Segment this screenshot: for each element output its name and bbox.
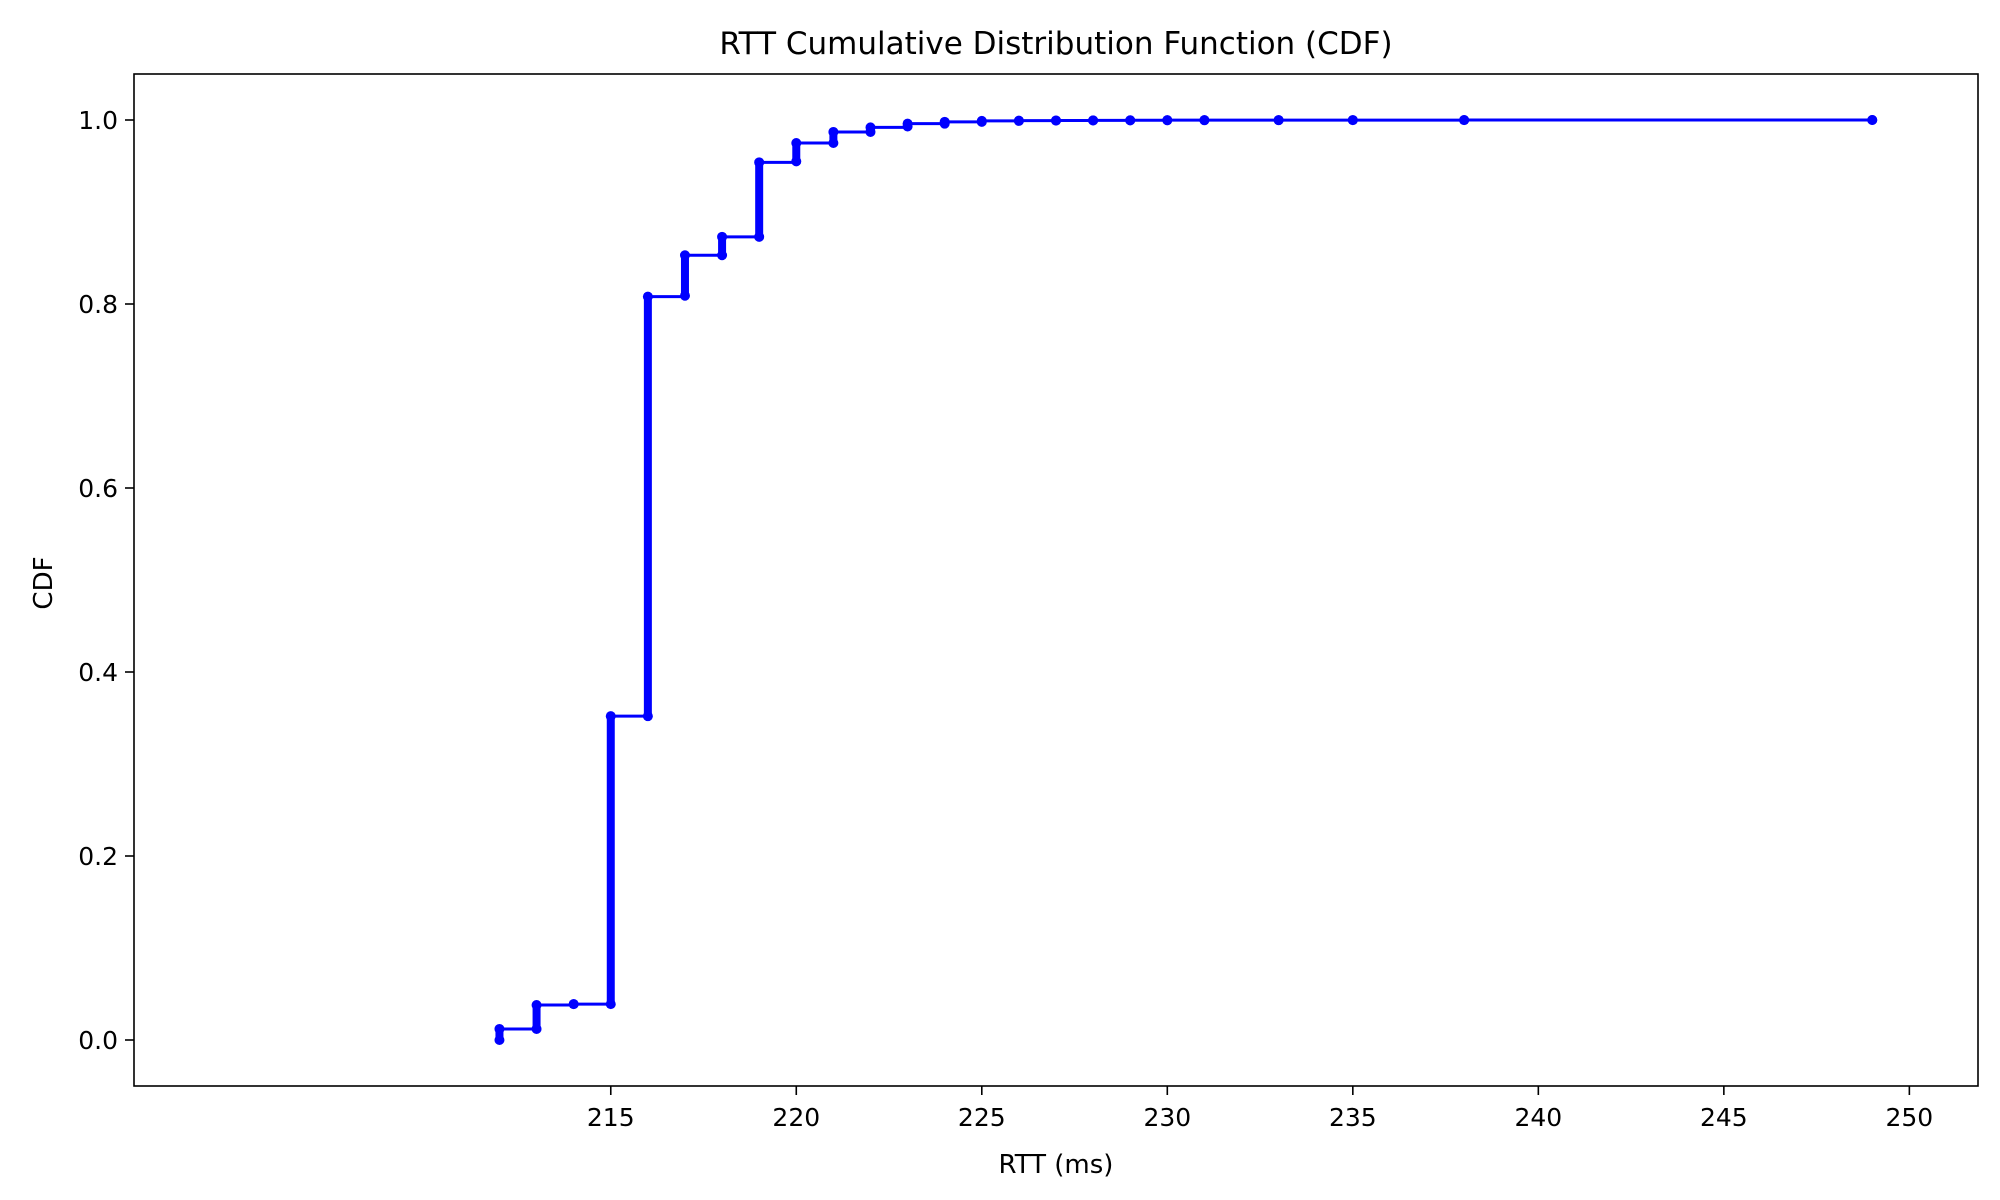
- cdf-point: [605, 999, 616, 1010]
- cdf-point: [1051, 115, 1061, 126]
- cdf-point: [976, 115, 987, 126]
- x-tick-label: 240: [1514, 1103, 1562, 1132]
- cdf-point: [568, 999, 579, 1010]
- x-tick-label: 220: [772, 1103, 820, 1132]
- x-tick-label: 245: [1700, 1103, 1748, 1132]
- cdf-point: [791, 138, 802, 148]
- x-tick-label: 250: [1886, 1103, 1934, 1132]
- cdf-point: [494, 1035, 505, 1045]
- x-tick-label: 225: [958, 1103, 1006, 1132]
- cdf-point: [717, 231, 728, 242]
- cdf-point: [717, 250, 728, 261]
- x-tick-label: 215: [587, 1103, 635, 1132]
- cdf-point: [754, 231, 765, 242]
- cdf-point: [1867, 115, 1878, 125]
- y-tick-label: 0.8: [78, 290, 118, 319]
- cdf-point: [791, 156, 802, 167]
- cdf-series: [495, 116, 1873, 1044]
- cdf-point: [642, 291, 653, 302]
- cdf-point: [1013, 115, 1024, 126]
- cdf-point: [1273, 115, 1284, 126]
- cdf-point: [1459, 115, 1470, 126]
- cdf-point: [494, 1023, 505, 1034]
- cdf-point: [865, 122, 876, 133]
- y-axis-label: CDF: [29, 556, 59, 609]
- cdf-point: [939, 116, 950, 127]
- cdf-point: [679, 250, 690, 261]
- cdf-markers: [494, 115, 1878, 1045]
- x-tick-label: 235: [1329, 1103, 1377, 1132]
- x-axis-ticks: 215 220 225 230 235 240 245 250: [587, 1086, 1933, 1132]
- cdf-point: [531, 1023, 542, 1034]
- cdf-point: [1125, 115, 1136, 126]
- plot-area: [494, 115, 1878, 1045]
- y-tick-label: 0.0: [78, 1026, 118, 1055]
- x-tick-label: 230: [1143, 1103, 1191, 1132]
- cdf-point: [1347, 115, 1358, 126]
- x-axis-label: RTT (ms): [999, 1150, 1114, 1180]
- chart-title: RTT Cumulative Distribution Function (CD…: [719, 26, 1392, 62]
- cdf-point: [754, 157, 765, 168]
- y-tick-label: 0.4: [78, 658, 118, 687]
- y-tick-label: 0.6: [78, 474, 118, 503]
- y-tick-label: 1.0: [78, 106, 118, 135]
- cdf-point: [605, 711, 616, 722]
- cdf-point: [679, 290, 690, 301]
- cdf-point: [642, 711, 653, 722]
- cdf-point: [1088, 115, 1099, 126]
- cdf-point: [828, 126, 839, 137]
- y-axis-ticks: 0.0 0.2 0.4 0.6 0.8 1.0: [78, 106, 134, 1055]
- axes-frame: [133, 73, 1979, 1087]
- cdf-point: [1199, 115, 1210, 126]
- cdf-point: [531, 1000, 542, 1011]
- cdf-point: [828, 138, 839, 148]
- cdf-point: [902, 118, 913, 129]
- y-tick-label: 0.2: [78, 842, 118, 871]
- cdf-point: [1162, 115, 1173, 126]
